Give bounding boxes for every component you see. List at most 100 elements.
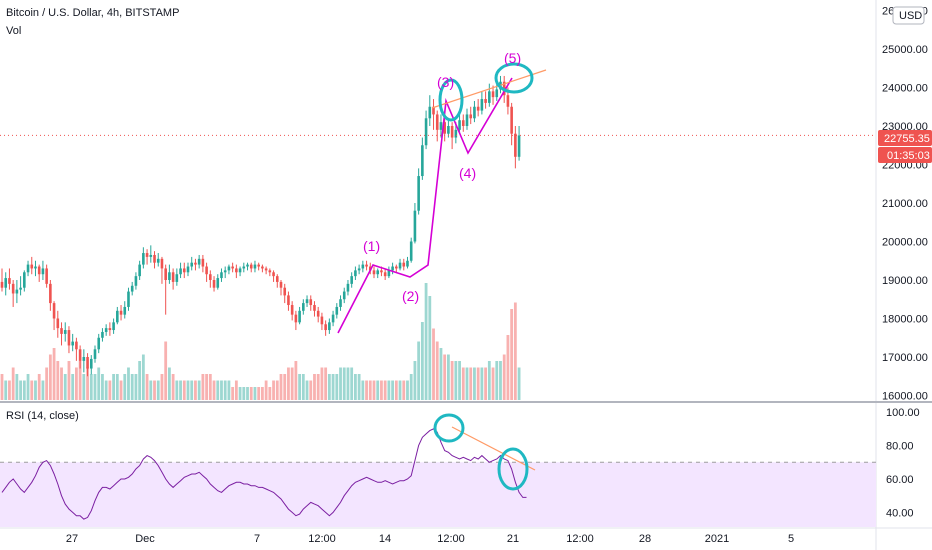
candle-body [253, 264, 257, 269]
candle-body [387, 270, 391, 277]
last-price-badge [878, 130, 932, 146]
candle-body [354, 270, 357, 277]
volume-bar [480, 367, 484, 400]
candle-body [465, 114, 469, 126]
candle-body [443, 122, 446, 134]
time-tick-label: 2021 [705, 533, 729, 545]
rsi-trendline [451, 426, 536, 471]
volume-bar [424, 283, 428, 400]
candle-body [309, 299, 313, 306]
candle-body [264, 268, 268, 271]
candle-body [495, 89, 499, 98]
volume-bar [108, 380, 112, 400]
volume-bar [26, 374, 30, 400]
volume-bar [182, 380, 186, 400]
candle-body [257, 264, 260, 267]
volume-bar [357, 374, 361, 400]
volume-bar [67, 361, 71, 400]
candle-body [60, 328, 63, 334]
volume-bar [246, 387, 249, 400]
price-tick-label: 25000.00 [882, 44, 928, 56]
candle-body [447, 126, 450, 134]
candle-body [220, 272, 223, 279]
candle-body [82, 357, 86, 361]
price-tick-label: 17000.00 [882, 352, 928, 364]
candle-body [209, 274, 212, 280]
candle-body [461, 120, 465, 126]
currency-button[interactable] [892, 6, 925, 25]
volume-bar [156, 380, 160, 400]
candle-body [231, 266, 234, 269]
candle-body [331, 314, 335, 323]
volume-bar [194, 380, 197, 400]
volume-bar [234, 380, 238, 400]
volume-bar [249, 387, 253, 400]
candle-body [71, 341, 74, 346]
volume-bar [201, 374, 205, 400]
volume-bar [469, 367, 473, 400]
candle-body [421, 145, 424, 177]
wave-label-5: (5) [504, 50, 521, 66]
candle-body [227, 266, 231, 271]
volume-bar [101, 374, 104, 400]
candle-body [346, 283, 350, 292]
countdown-badge [878, 147, 932, 163]
candle-body [488, 91, 491, 103]
volume-bar [383, 380, 387, 400]
candle-body [302, 303, 305, 311]
rsi-band-fill [0, 462, 876, 527]
candle-body [428, 106, 432, 119]
candle-body [197, 258, 201, 265]
time-tick-label: 21 [507, 533, 519, 545]
time-tick-label: 14 [379, 533, 391, 545]
candle-body [104, 328, 108, 332]
candle-body [361, 264, 365, 269]
volume-bar [275, 380, 279, 400]
candle-body [417, 176, 420, 211]
candlestick-series [0, 75, 521, 377]
candle-body [294, 314, 298, 323]
volume-bar [309, 380, 313, 400]
volume-bar [380, 380, 383, 400]
candle-body [138, 264, 141, 277]
rsi-axis-ticks: 40.00 60.00 80.00 100.00 [886, 407, 920, 519]
volume-bar [279, 374, 283, 400]
price-axis-ticks: 16000.00 17000.00 18000.00 19000.00 20000.00… [882, 6, 928, 403]
volume-bar [320, 367, 324, 400]
candle-body [19, 287, 22, 290]
candle-body [145, 253, 149, 257]
candle-body [171, 272, 175, 282]
volume-bar [290, 367, 294, 400]
volume-bar [104, 380, 108, 400]
candle-body [0, 281, 4, 288]
candle-body [8, 278, 11, 284]
candle-body [439, 122, 443, 130]
candle-body [238, 268, 242, 273]
volume-bar [134, 374, 138, 400]
candle-body [89, 358, 93, 369]
candle-body [93, 349, 97, 359]
volume-bar [346, 367, 350, 400]
candle-body [112, 322, 115, 331]
volume-bar [71, 374, 75, 400]
last-price-value: 22755.35 [884, 133, 930, 145]
candle-body [372, 270, 376, 275]
wave-5-top-circle [494, 62, 534, 94]
candle-body [272, 272, 275, 277]
volume-bar [56, 361, 60, 400]
volume-bar [89, 374, 93, 400]
candle-body [127, 291, 130, 307]
candle-body [45, 268, 48, 284]
volume-bar [409, 374, 413, 400]
candle-body [179, 268, 182, 275]
candle-body [398, 262, 402, 269]
volume-bar [75, 367, 78, 400]
candle-body [201, 258, 205, 267]
candle-body [26, 264, 30, 273]
volume-bar [484, 367, 487, 400]
volume-bar [428, 296, 432, 400]
candle-body [223, 270, 227, 273]
volume-bar [48, 354, 52, 400]
volume-bar [130, 374, 134, 400]
